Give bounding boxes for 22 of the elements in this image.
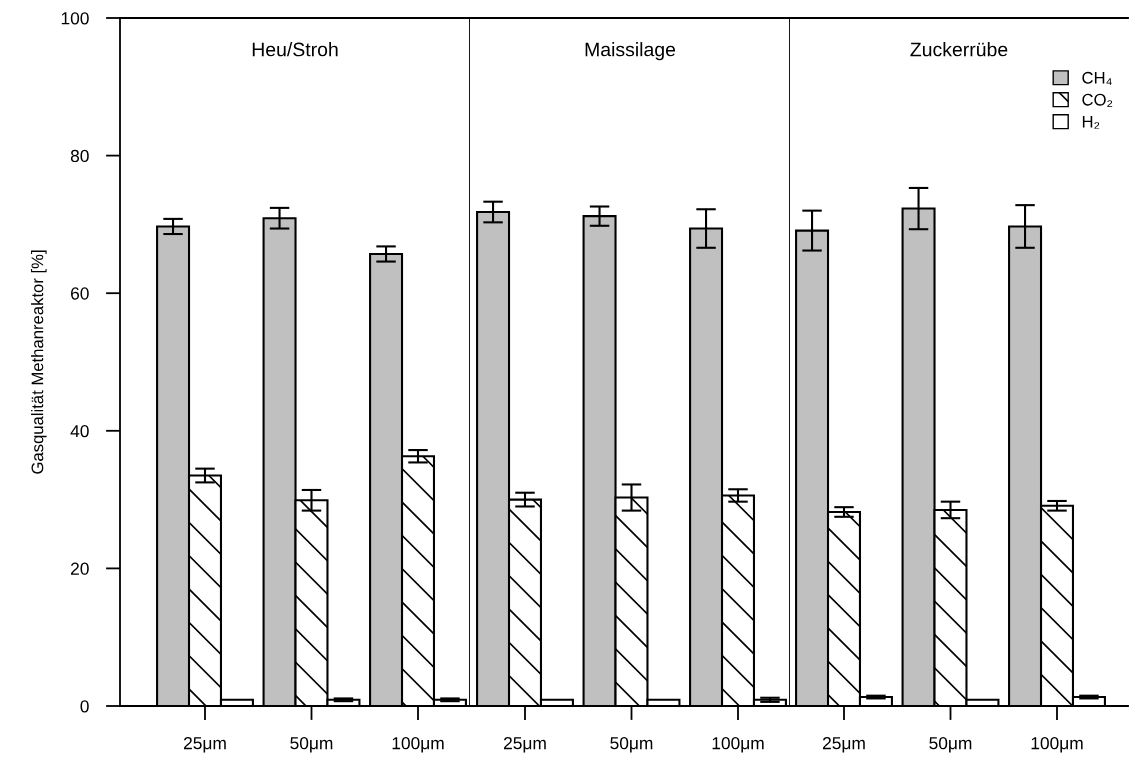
x-tick-label: 100μm (712, 737, 764, 753)
y-tick-label: 20 (71, 562, 89, 575)
x-tick-label: 25μm (183, 737, 226, 753)
text: Heu/Stroh (252, 42, 338, 57)
x-tick-label: 50μm (610, 737, 653, 753)
x-tick-label: 25μm (503, 737, 546, 753)
y-tick-label: 60 (71, 287, 89, 300)
x-tick-label: 100μm (392, 737, 444, 753)
text: Maissilage (585, 42, 676, 61)
y-tick-label: 40 (70, 424, 89, 438)
y-tick-label: 100 (61, 12, 89, 25)
x-tick-label: 100μm (1031, 737, 1083, 753)
y-tick-label: 80 (70, 149, 89, 163)
text: Zuckerrübe (910, 42, 1008, 57)
x-tick-label: 25μm (822, 737, 865, 753)
legend-label: CH₄ (1082, 71, 1112, 85)
legend-label: H₂ (1082, 115, 1100, 129)
text: CO₂ (1082, 93, 1113, 107)
y-tick-label: 0 (80, 700, 89, 713)
x-tick-label: 50μm (929, 737, 972, 753)
x-tick-label: 50μm (290, 737, 333, 753)
y-axis-title: Gasqualität Methanreaktor [%] (31, 250, 47, 474)
